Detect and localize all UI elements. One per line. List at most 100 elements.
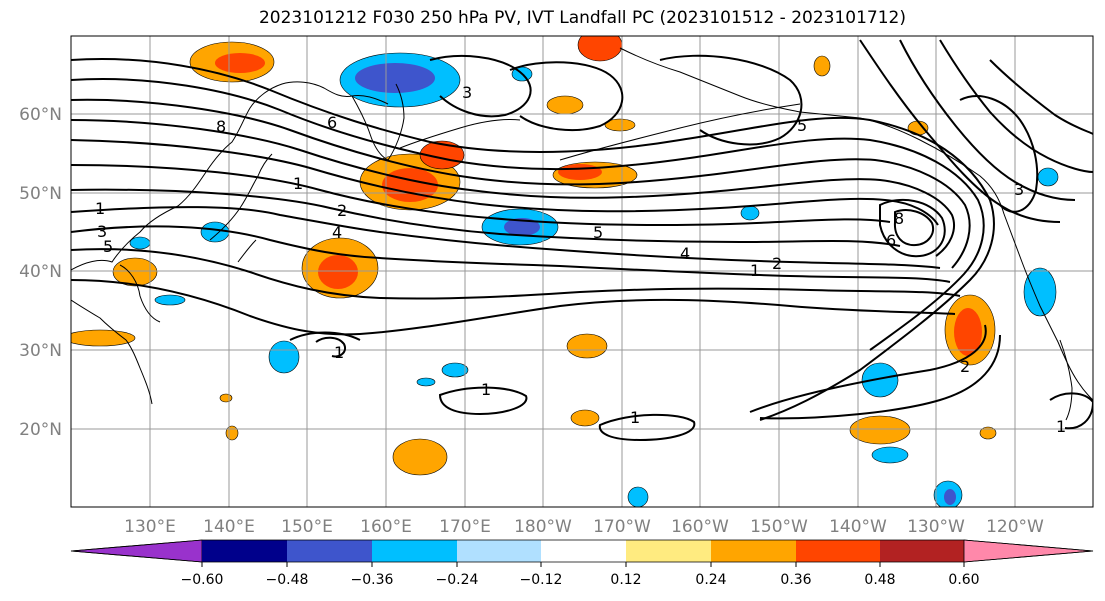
colorbar-tick: −0.12 — [520, 572, 563, 588]
contour-label: 3 — [462, 83, 472, 102]
lat-label: 30°N — [19, 341, 62, 361]
negative-anomaly — [740, 205, 760, 221]
contour-label: 6 — [886, 231, 896, 250]
positive-anomaly — [546, 95, 584, 115]
contour-label: 5 — [797, 116, 807, 135]
contour-label: 8 — [216, 117, 226, 136]
map-title: 2023101212 F030 250 hPa PV, IVT Landfall… — [258, 8, 906, 28]
colorbar-tick: 0.24 — [695, 572, 726, 588]
lon-label: 150°E — [281, 517, 333, 537]
colorbar-tick: −0.48 — [266, 572, 309, 588]
asia-coast — [71, 81, 389, 271]
colorbar-segment — [287, 540, 372, 562]
pv-contours — [71, 39, 1093, 442]
lon-label: 130°W — [907, 517, 965, 537]
positive-anomaly — [849, 415, 911, 445]
negative-anomaly — [441, 362, 469, 378]
positive-anomaly — [570, 409, 600, 427]
contour-label: 8 — [894, 209, 904, 228]
positive-anomaly — [419, 140, 465, 170]
negative-anomaly-core — [504, 218, 540, 236]
negative-anomaly-core — [355, 63, 435, 93]
positive-anomaly — [392, 438, 448, 476]
alaska-coast — [619, 47, 1005, 215]
contour-label: 1 — [481, 380, 491, 399]
colorbar-tick: −0.60 — [181, 572, 224, 588]
contour-label: 5 — [103, 237, 113, 256]
lon-label: 180°W — [514, 517, 572, 537]
colorbar-segment — [711, 540, 796, 562]
contour-label: 6 — [327, 113, 337, 132]
contour-label: 1 — [293, 174, 303, 193]
positive-anomaly — [219, 393, 233, 403]
contour-label: 5 — [593, 223, 603, 242]
colorbar-segment — [457, 540, 541, 562]
colorbar-segment — [541, 540, 626, 562]
contour-label: 4 — [680, 244, 690, 263]
colorbar-tick: 0.36 — [780, 572, 811, 588]
negative-anomaly — [1037, 167, 1059, 187]
lon-label: 120°W — [986, 517, 1044, 537]
contour-label: 1 — [95, 199, 105, 218]
lat-label: 60°N — [19, 105, 62, 125]
lon-label: 170°E — [439, 517, 491, 537]
colorbar-tick: −0.24 — [436, 572, 479, 588]
lon-label: 160°E — [360, 517, 412, 537]
lon-label: 170°W — [593, 517, 651, 537]
positive-anomaly — [112, 257, 158, 287]
latitude-labels: 60°N 50°N 40°N 30°N 20°N — [19, 105, 62, 440]
negative-anomaly — [1023, 267, 1057, 317]
negative-anomaly — [861, 362, 899, 398]
colorbar-segment — [880, 540, 964, 562]
contour-label: 1 — [1056, 417, 1066, 436]
na-west-coast — [1003, 213, 1093, 401]
colorbar-extend-low — [70, 539, 203, 563]
contour-label: 1 — [750, 261, 760, 280]
contour-label: 1 — [630, 408, 640, 427]
negative-anomaly — [200, 221, 230, 243]
positive-anomaly-core — [558, 164, 602, 180]
positive-anomaly — [604, 118, 636, 132]
china-coast — [71, 299, 153, 405]
longitude-labels: 130°E 140°E 150°E 160°E 170°E 180°W 170°… — [124, 517, 1044, 537]
positive-anomaly — [577, 36, 623, 62]
baja — [1059, 339, 1073, 421]
contour-label: 1 — [334, 343, 344, 362]
positive-anomaly — [225, 425, 239, 441]
lon-label: 140°E — [203, 517, 255, 537]
colorbar-tick: 0.60 — [948, 572, 979, 588]
lon-label: 150°W — [750, 517, 808, 537]
lon-label: 130°E — [124, 517, 176, 537]
colorbar-segment — [626, 540, 711, 562]
lat-label: 20°N — [19, 420, 62, 440]
contour-labels: 1 3 5 1 2 4 3 6 8 5 4 1 2 6 8 3 5 1 1 2 … — [95, 83, 1066, 436]
map-frame — [70, 35, 1094, 508]
contour-label: 2 — [772, 254, 782, 273]
positive-anomaly — [907, 120, 929, 136]
colorbar-tick: −0.36 — [351, 572, 394, 588]
contour-label: 4 — [332, 223, 342, 242]
negative-anomaly — [871, 446, 909, 464]
positive-anomaly — [566, 333, 608, 359]
contour-label: 2 — [960, 357, 970, 376]
negative-anomaly — [416, 377, 436, 387]
negative-anomaly — [627, 486, 649, 507]
colorbar-segment — [372, 540, 457, 562]
negative-anomaly — [129, 236, 151, 250]
negative-anomaly — [154, 294, 186, 306]
lon-label: 140°W — [829, 517, 887, 537]
positive-anomaly-core — [215, 53, 265, 73]
negative-anomaly-core — [944, 489, 956, 505]
colorbar-tick: 0.12 — [610, 572, 641, 588]
korea-japan — [119, 153, 273, 323]
lat-label: 50°N — [19, 184, 62, 204]
colorbar-tick: 0.48 — [864, 572, 895, 588]
colorbar-extend-high — [963, 539, 1094, 563]
colorbar-segment — [796, 540, 880, 562]
positive-anomaly-core — [318, 255, 358, 289]
colorbar-segment — [202, 540, 287, 562]
colorbar: −0.60 −0.48 −0.36 −0.24 −0.12 0.12 0.24 … — [70, 539, 1094, 588]
contour-label: 3 — [97, 222, 107, 241]
contour-label: 2 — [337, 201, 347, 220]
negative-anomaly — [268, 340, 300, 374]
